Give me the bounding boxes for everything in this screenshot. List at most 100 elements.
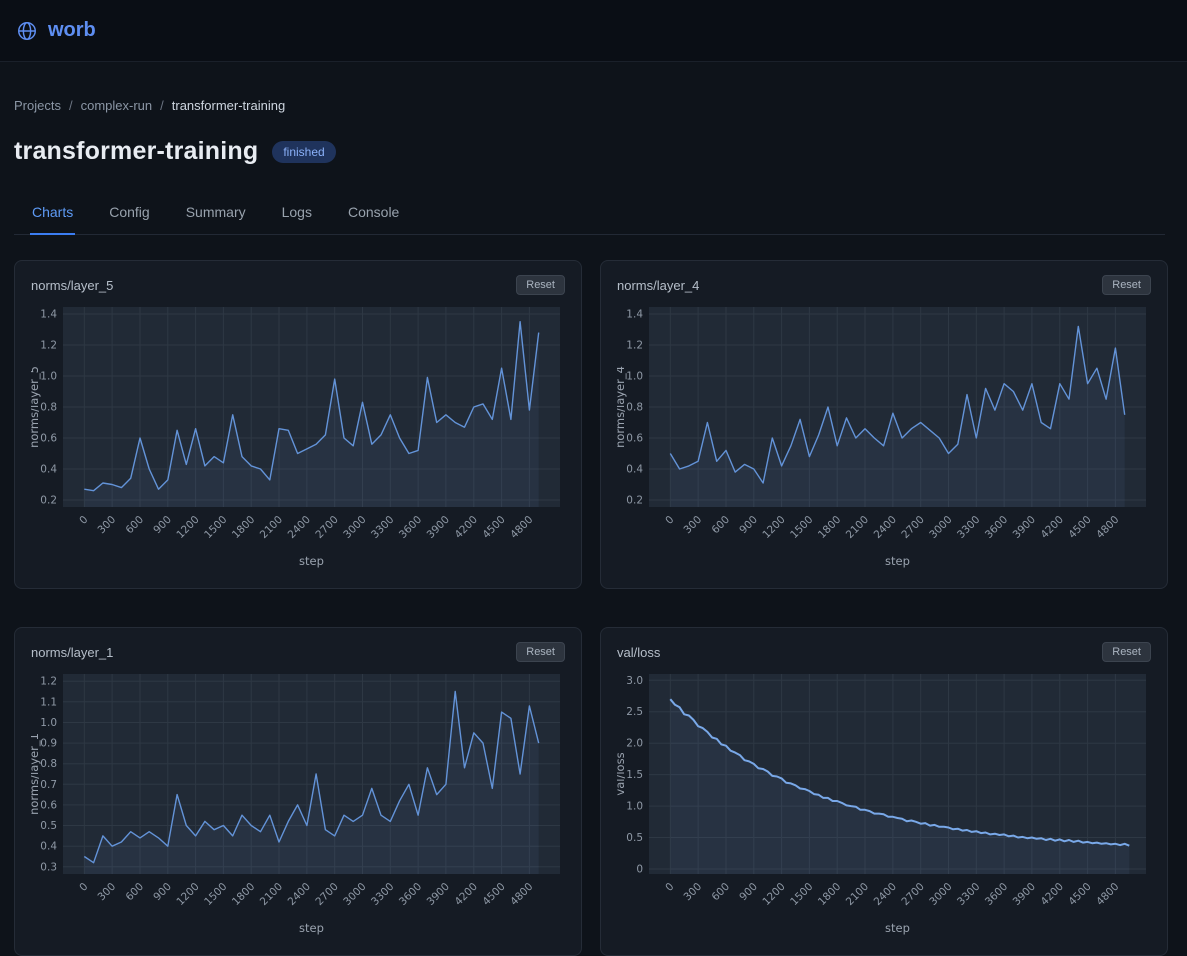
svg-text:0.8: 0.8 xyxy=(40,402,57,414)
svg-text:900: 900 xyxy=(737,881,760,904)
svg-text:300: 300 xyxy=(96,514,119,537)
svg-text:1500: 1500 xyxy=(202,881,229,908)
chart-card-val-loss: val/loss Reset 00.51.01.52.02.53.0030060… xyxy=(600,627,1168,956)
breadcrumb-separator: / xyxy=(69,98,73,113)
svg-text:0.4: 0.4 xyxy=(626,464,643,476)
tab-console[interactable]: Console xyxy=(346,194,401,234)
chart-plot[interactable]: 00.51.01.52.02.53.0030060090012001500180… xyxy=(617,666,1151,943)
svg-text:0.5: 0.5 xyxy=(40,820,57,832)
svg-text:2100: 2100 xyxy=(258,881,285,908)
svg-text:0.2: 0.2 xyxy=(40,495,57,507)
breadcrumb-project[interactable]: complex-run xyxy=(81,98,153,113)
svg-text:4500: 4500 xyxy=(480,881,507,908)
svg-text:300: 300 xyxy=(682,514,705,537)
svg-text:1.0: 1.0 xyxy=(626,801,643,813)
svg-text:1.2: 1.2 xyxy=(626,340,643,352)
svg-text:0.6: 0.6 xyxy=(626,433,643,445)
svg-text:4800: 4800 xyxy=(1094,881,1121,908)
svg-text:step: step xyxy=(885,921,910,935)
chart-title: norms/layer_4 xyxy=(617,278,699,293)
svg-text:1200: 1200 xyxy=(174,881,201,908)
svg-text:1.0: 1.0 xyxy=(40,371,57,383)
svg-text:0: 0 xyxy=(636,864,643,876)
svg-text:0.3: 0.3 xyxy=(40,861,57,873)
breadcrumb-separator: / xyxy=(160,98,164,113)
svg-text:2700: 2700 xyxy=(899,514,926,541)
svg-text:3600: 3600 xyxy=(983,881,1010,908)
svg-text:1.0: 1.0 xyxy=(626,371,643,383)
chart-plot[interactable]: 0.20.40.60.81.01.21.40300600900120015001… xyxy=(31,299,565,576)
svg-text:3300: 3300 xyxy=(369,881,396,908)
svg-text:0: 0 xyxy=(77,514,90,527)
chart-card-norms-layer-4: norms/layer_4 Reset 0.20.40.60.81.01.21.… xyxy=(600,260,1168,589)
breadcrumb-run[interactable]: transformer-training xyxy=(172,98,285,113)
tab-logs[interactable]: Logs xyxy=(280,194,314,234)
svg-text:1500: 1500 xyxy=(202,514,229,541)
svg-text:1500: 1500 xyxy=(788,881,815,908)
svg-text:2.5: 2.5 xyxy=(626,706,643,718)
svg-text:0.2: 0.2 xyxy=(626,495,643,507)
svg-text:2700: 2700 xyxy=(899,881,926,908)
chart-title: norms/layer_1 xyxy=(31,645,113,660)
svg-text:4500: 4500 xyxy=(480,514,507,541)
svg-text:600: 600 xyxy=(123,514,146,537)
svg-text:1.2: 1.2 xyxy=(40,676,57,688)
svg-text:2100: 2100 xyxy=(844,881,871,908)
reset-button[interactable]: Reset xyxy=(1102,275,1151,295)
breadcrumb-projects[interactable]: Projects xyxy=(14,98,61,113)
svg-text:4200: 4200 xyxy=(1039,881,1066,908)
svg-text:3300: 3300 xyxy=(955,881,982,908)
tab-summary[interactable]: Summary xyxy=(184,194,248,234)
svg-text:4800: 4800 xyxy=(1094,514,1121,541)
svg-text:3000: 3000 xyxy=(927,881,954,908)
chart-plot[interactable]: 0.20.40.60.81.01.21.40300600900120015001… xyxy=(617,299,1151,576)
svg-text:1.0: 1.0 xyxy=(40,717,57,729)
svg-text:4800: 4800 xyxy=(508,881,535,908)
svg-text:0.4: 0.4 xyxy=(40,841,57,853)
svg-text:norms/layer_5: norms/layer_5 xyxy=(31,366,41,448)
svg-text:3600: 3600 xyxy=(397,881,424,908)
svg-text:0: 0 xyxy=(663,514,676,527)
svg-text:norms/layer_1: norms/layer_1 xyxy=(31,733,41,815)
chart-title: norms/layer_5 xyxy=(31,278,113,293)
reset-button[interactable]: Reset xyxy=(516,642,565,662)
svg-text:val/loss: val/loss xyxy=(617,752,627,795)
svg-text:900: 900 xyxy=(737,514,760,537)
svg-text:3.0: 3.0 xyxy=(626,675,643,687)
svg-text:1.5: 1.5 xyxy=(626,769,643,781)
tab-charts[interactable]: Charts xyxy=(30,194,75,235)
svg-text:3900: 3900 xyxy=(425,514,452,541)
svg-text:0.4: 0.4 xyxy=(40,464,57,476)
svg-text:4500: 4500 xyxy=(1066,514,1093,541)
chart-card-header: norms/layer_5 Reset xyxy=(31,275,565,295)
svg-text:3300: 3300 xyxy=(955,514,982,541)
chart-card-header: norms/layer_1 Reset xyxy=(31,642,565,662)
worb-logo-icon[interactable] xyxy=(16,20,38,42)
svg-text:600: 600 xyxy=(709,514,732,537)
status-badge: finished xyxy=(272,141,335,163)
svg-text:300: 300 xyxy=(682,881,705,904)
chart-plot[interactable]: 0.30.40.50.60.70.80.91.01.11.20300600900… xyxy=(31,666,565,943)
svg-text:2700: 2700 xyxy=(313,881,340,908)
svg-text:3900: 3900 xyxy=(1011,514,1038,541)
svg-text:3000: 3000 xyxy=(341,881,368,908)
svg-text:3900: 3900 xyxy=(1011,881,1038,908)
reset-button[interactable]: Reset xyxy=(516,275,565,295)
svg-text:2400: 2400 xyxy=(872,881,899,908)
tab-config[interactable]: Config xyxy=(107,194,151,234)
svg-text:1.4: 1.4 xyxy=(40,309,57,321)
reset-button[interactable]: Reset xyxy=(1102,642,1151,662)
svg-text:0: 0 xyxy=(77,881,90,894)
svg-text:3600: 3600 xyxy=(397,514,424,541)
brand-name[interactable]: worb xyxy=(48,19,96,42)
breadcrumb: Projects / complex-run / transformer-tra… xyxy=(14,98,1165,113)
svg-text:300: 300 xyxy=(96,881,119,904)
svg-text:600: 600 xyxy=(123,881,146,904)
svg-text:2400: 2400 xyxy=(872,514,899,541)
svg-text:1800: 1800 xyxy=(816,514,843,541)
svg-text:2400: 2400 xyxy=(286,514,313,541)
svg-text:0.8: 0.8 xyxy=(40,758,57,770)
svg-text:1800: 1800 xyxy=(816,881,843,908)
svg-text:600: 600 xyxy=(709,881,732,904)
svg-text:1800: 1800 xyxy=(230,514,257,541)
